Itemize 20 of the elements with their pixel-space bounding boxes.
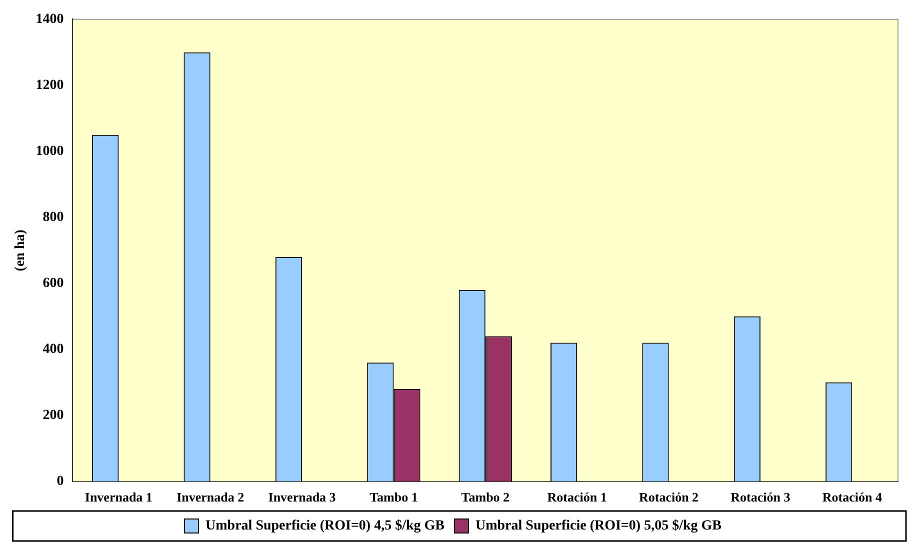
x-tick-label: Rotación 3 (730, 490, 791, 505)
x-tick-label: Invernada 2 (176, 490, 244, 505)
y-tick-label: 0 (56, 474, 64, 490)
y-tick-label: 400 (42, 342, 64, 358)
x-tick-label: Rotación 1 (547, 490, 607, 505)
y-axis-title: (en ha) (13, 229, 28, 272)
y-tick-label: 800 (42, 210, 64, 226)
legend-label: Umbral Superficie (ROI=0) 5,05 $/kg GB (476, 518, 722, 534)
legend-label: Umbral Superficie (ROI=0) 4,5 $/kg GB (206, 518, 445, 534)
x-tick-label: Rotación 4 (822, 490, 882, 505)
x-tick-label: Tambo 2 (461, 490, 510, 505)
y-tick-label: 1000 (36, 144, 64, 160)
y-tick-label: 1200 (36, 78, 64, 94)
x-tick-label: Tambo 1 (370, 490, 418, 505)
x-tick-label: Invernada 1 (84, 490, 152, 505)
x-tick-label: Invernada 3 (268, 490, 336, 505)
y-tick-label: 1400 (36, 12, 64, 28)
x-tick-label: Rotación 2 (638, 490, 699, 505)
y-tick-label: 200 (42, 408, 64, 424)
y-tick-label: 600 (42, 276, 64, 292)
